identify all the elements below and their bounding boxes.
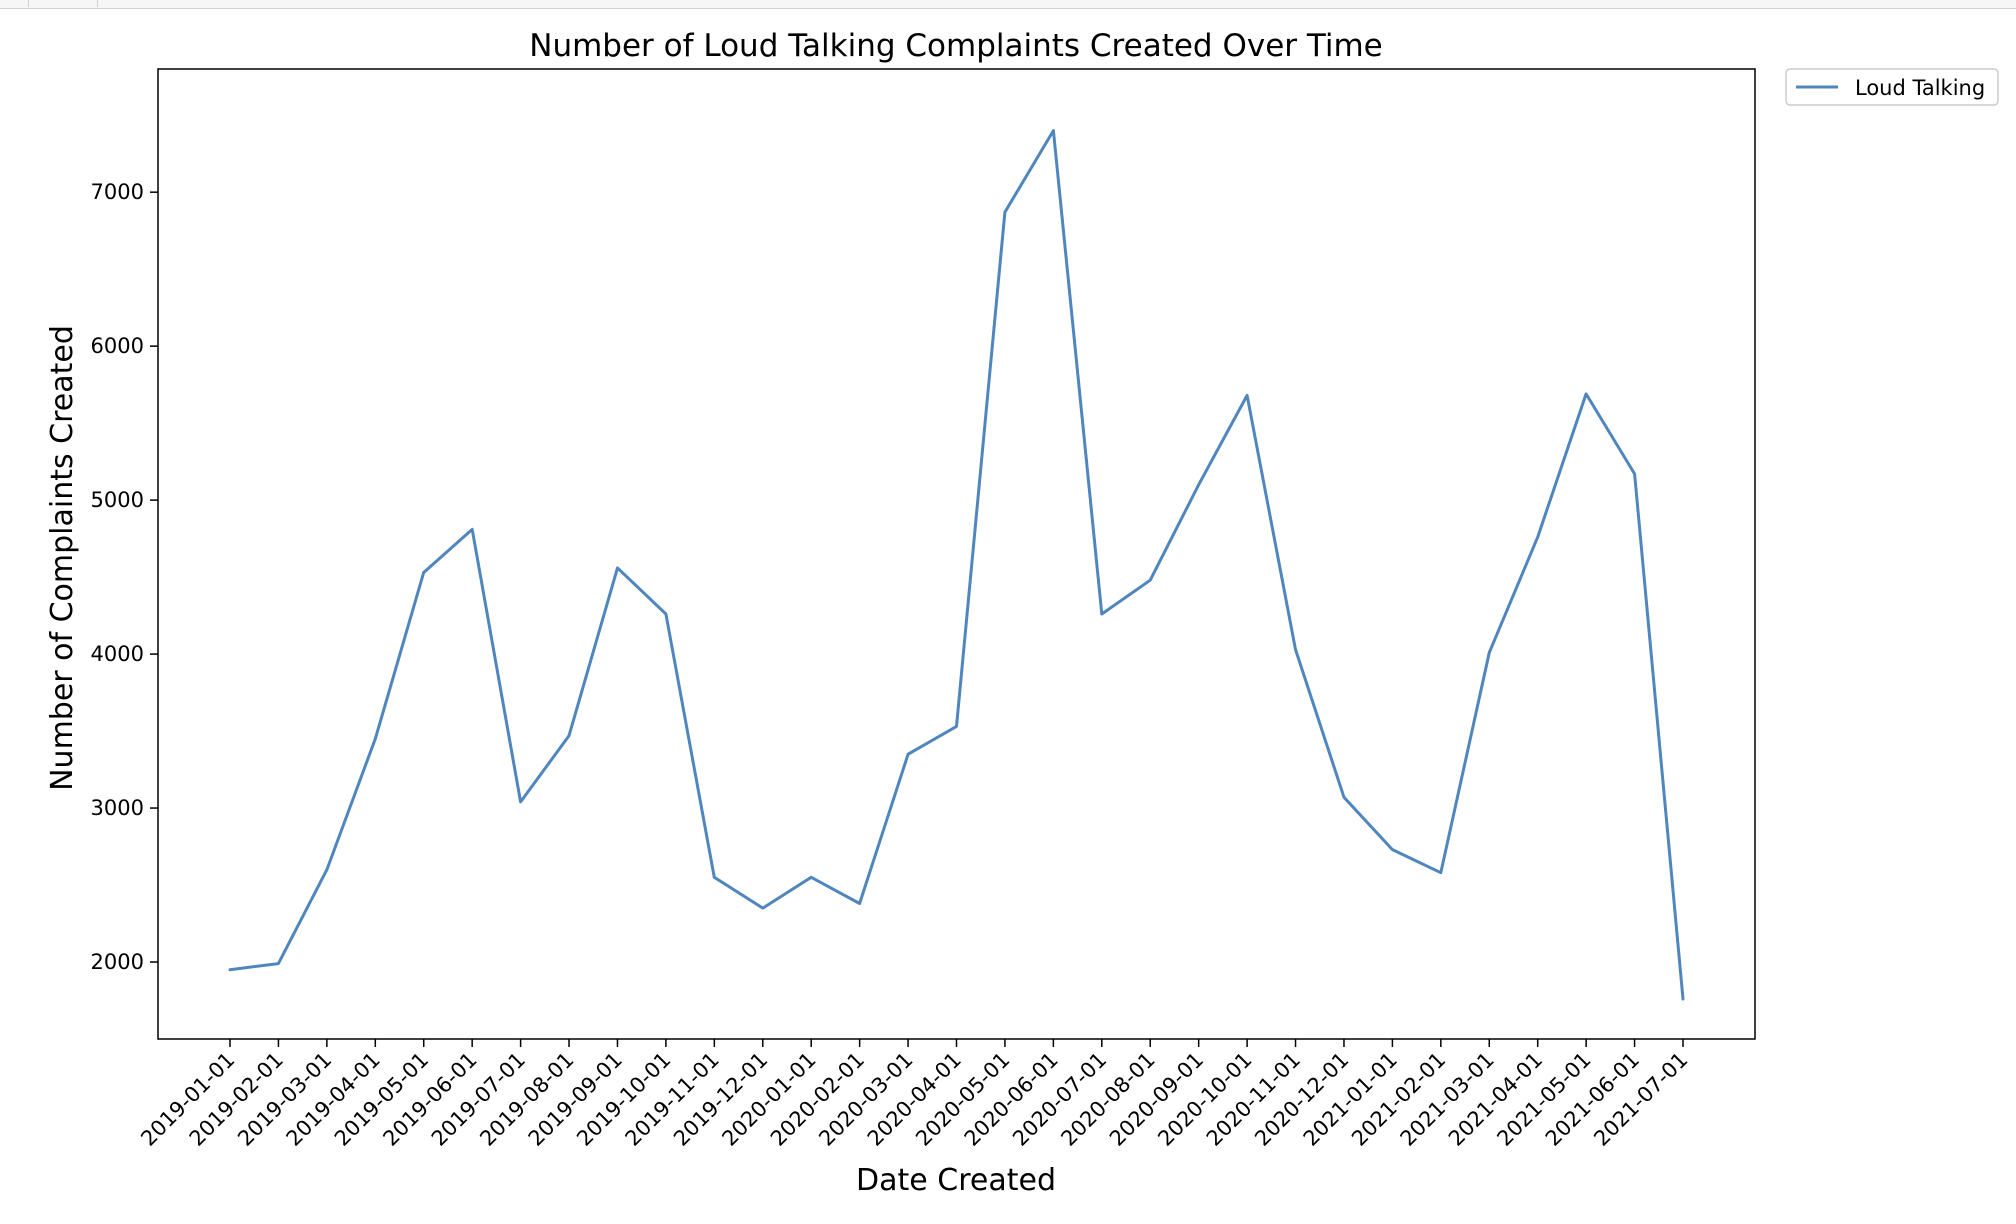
series-line-loud-talking [228, 129, 1685, 1001]
y-tick-label: 6000 [91, 334, 144, 358]
x-axis-label: Date Created [856, 1163, 1056, 1198]
plot-area [157, 68, 1756, 1040]
legend: Loud Talking [1785, 68, 1999, 106]
notebook-toolbar-strip [0, 0, 2016, 9]
y-tick-label: 5000 [91, 488, 144, 512]
toolbar-cell [28, 0, 98, 7]
x-axis-ticks: 2019-01-012019-02-012019-03-012019-04-01… [136, 1039, 1693, 1151]
legend-box [1785, 68, 1999, 106]
y-tick-label: 4000 [91, 642, 144, 666]
y-tick-label: 3000 [91, 796, 144, 820]
chart-title: Number of Loud Talking Complaints Create… [529, 28, 1382, 64]
y-tick-label: 2000 [91, 950, 144, 974]
legend-label-loud-talking: Loud Talking [1855, 76, 1985, 100]
series-group [228, 129, 1685, 1001]
y-tick-label: 7000 [91, 180, 144, 204]
y-axis-label: Number of Complaints Created [45, 325, 80, 791]
y-axis-ticks: 2000 3000 4000 5000 6000 7000 [91, 180, 158, 974]
